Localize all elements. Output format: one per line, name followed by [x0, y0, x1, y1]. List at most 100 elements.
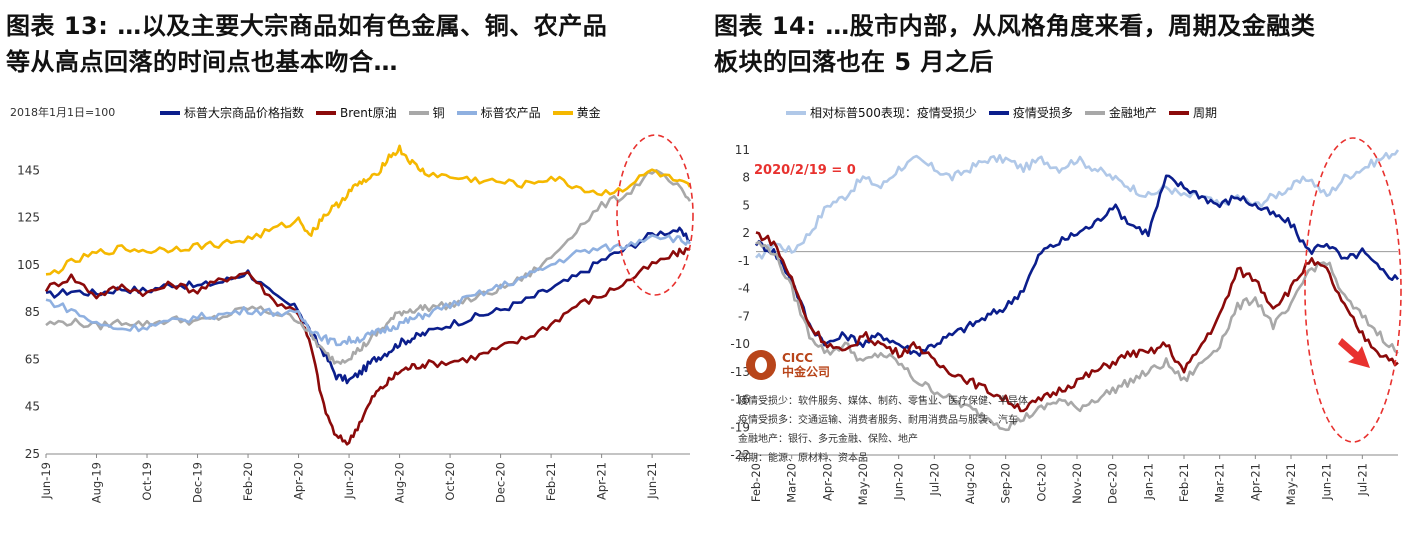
cicc-logo-icon — [746, 350, 776, 380]
right-legend-item-2: 金融地产 — [1084, 104, 1157, 121]
right-series-line-1 — [754, 174, 1400, 357]
left-legend-swatch — [408, 110, 429, 115]
left-series-line-2 — [45, 169, 692, 365]
right-title-line2: 板块的回落也在 5 月之后 — [714, 48, 994, 76]
right-legend-label: 疫情受损多 — [1012, 106, 1073, 120]
left-series-line-4 — [45, 144, 692, 276]
right-y-tick-label: -1 — [738, 254, 750, 268]
left-x-tick-label: Apr-20 — [292, 462, 306, 500]
right-x-tick-label: Mar-21 — [1213, 463, 1227, 503]
right-legend-swatch — [1084, 110, 1105, 115]
right-y-tick-label: -10 — [730, 337, 750, 351]
right-chart-panel: 图表 14: …股市内部，从风格角度来看，周期及金融类 板块的回落也在 5 月之… — [708, 0, 1411, 540]
right-x-tick-label: Apr-20 — [820, 463, 834, 501]
right-y-tick-label: -7 — [738, 309, 750, 323]
cicc-logo-en: CICC — [782, 351, 813, 365]
left-y-tick-label: 145 — [17, 163, 40, 177]
sector-definition-2: 金融地产：银行、多元金融、保险、地产 — [738, 434, 918, 445]
left-y-tick-label: 125 — [17, 211, 40, 225]
right-x-tick-label: Feb-21 — [1177, 463, 1191, 502]
left-legend-label: 黄金 — [576, 106, 601, 120]
right-y-tick-label: -22 — [730, 448, 750, 462]
left-title-line2: 等从高点回落的时间点也基本吻合… — [6, 48, 398, 76]
left-legend-item-3: 标普农产品 — [456, 104, 541, 121]
left-y-tick-label: 65 — [25, 352, 40, 366]
left-chart-svg: 25 45 65 85 105 125 145 Jun-19 Aug-19 Oct-19 Dec-1… — [17, 134, 694, 503]
right-base-annotation: 2020/2/19 = 0 — [754, 163, 856, 178]
left-x-tick-label: Jun-19 — [39, 462, 53, 500]
right-title-line1: 图表 14: …股市内部，从风格角度来看，周期及金融类 — [714, 12, 1316, 40]
right-legend-swatch — [988, 110, 1009, 115]
left-legend: 标普大宗商品价格指数 Brent原油 铜 标普农产品 黄金 — [160, 104, 613, 121]
left-legend-item-4: 黄金 — [552, 104, 601, 121]
left-y-tick-label: 45 — [25, 400, 40, 414]
left-legend-swatch — [160, 110, 180, 115]
right-highlight-ellipse — [1304, 137, 1402, 443]
down-arrow-icon — [1338, 338, 1370, 368]
cicc-logo-text: CICC 中金公司 — [782, 351, 830, 379]
right-y-tick-label: 11 — [735, 143, 750, 157]
right-chart-title: 图表 14: …股市内部，从风格角度来看，周期及金融类 板块的回落也在 5 月之… — [714, 8, 1315, 80]
left-series-line-3 — [45, 234, 692, 347]
right-x-tick-label: Sep-20 — [999, 463, 1013, 503]
right-y-tick-label: 8 — [742, 171, 750, 185]
left-base-note: 2018年1月1日=100 — [10, 106, 116, 119]
left-x-tick-label: Apr-21 — [595, 462, 609, 500]
sector-definition-1: 疫情受损多：交通运输、消费者服务、耐用消费品与服装、汽车 — [738, 415, 1018, 426]
left-chart-panel: 图表 13: …以及主要大宗商品如有色金属、铜、农产品 等从高点回落的时间点也基… — [0, 0, 700, 540]
right-legend-label: 相对标普500表现：疫情受损少 — [810, 106, 977, 120]
right-legend-label: 金融地产 — [1108, 106, 1157, 120]
right-series-line-0 — [755, 149, 1400, 260]
left-legend-swatch — [456, 110, 477, 115]
right-y-tick-label: 5 — [742, 198, 750, 212]
right-x-tick-label: Dec-20 — [1106, 463, 1120, 504]
left-legend-item-0: 标普大宗商品价格指数 — [160, 104, 304, 121]
right-legend-swatch — [786, 110, 806, 115]
left-x-tick-label: Dec-19 — [191, 462, 205, 503]
left-legend-label: Brent原油 — [340, 106, 397, 120]
left-series-line-1 — [44, 247, 691, 446]
right-x-tick-label: Oct-20 — [1034, 463, 1048, 502]
left-chart-title: 图表 13: …以及主要大宗商品如有色金属、铜、农产品 等从高点回落的时间点也基… — [6, 8, 607, 80]
right-legend-item-3: 周期 — [1168, 104, 1217, 121]
left-legend-item-1: Brent原油 — [316, 104, 397, 121]
right-legend-label: 周期 — [1192, 106, 1217, 120]
left-x-tick-label: Feb-21 — [544, 462, 558, 501]
right-legend: 相对标普500表现：疫情受损少 疫情受损多 金融地产 周期 — [786, 104, 1229, 121]
left-legend-label: 标普大宗商品价格指数 — [184, 106, 305, 120]
left-legend-item-2: 铜 — [408, 104, 445, 121]
sector-definition-0: 疫情受损少：软件服务、媒体、制药、零售业、医疗保健、半导体 — [738, 396, 1028, 407]
right-series-line-3 — [755, 231, 1399, 413]
sector-definition-3: 周期：能源、原材料、资本品 — [738, 453, 868, 464]
left-legend-swatch — [552, 110, 573, 115]
right-x-tick-label: May-20 — [856, 463, 870, 505]
left-x-tick-label: Jun-20 — [342, 462, 356, 500]
left-legend-swatch — [316, 110, 337, 115]
left-x-tick-label: Jun-21 — [645, 462, 659, 500]
left-highlight-ellipse — [616, 134, 694, 296]
right-x-tick-label: Jul-21 — [1355, 463, 1369, 497]
right-series-line-2 — [755, 240, 1399, 432]
right-x-tick-label: Jan-21 — [1141, 463, 1155, 501]
left-x-tick-label: Oct-20 — [443, 462, 457, 501]
left-y-tick-label: 105 — [17, 258, 40, 272]
right-x-tick-label: Nov-20 — [1070, 463, 1084, 504]
left-y-tick-label: 25 — [25, 447, 40, 461]
right-y-tick-label: 2 — [742, 226, 750, 240]
right-x-tick-label: Jun-20 — [892, 463, 906, 501]
left-x-tick-label: Dec-20 — [494, 462, 508, 503]
right-x-tick-label: Jul-20 — [927, 463, 941, 497]
left-legend-label: 铜 — [432, 106, 445, 120]
right-x-tick-label: Jun-21 — [1320, 463, 1334, 501]
right-legend-swatch — [1168, 110, 1189, 115]
right-legend-item-0: 相对标普500表现：疫情受损少 — [786, 104, 977, 121]
left-y-tick-label: 85 — [25, 305, 40, 319]
right-x-tick-label: Apr-21 — [1248, 463, 1262, 501]
left-x-tick-label: Feb-20 — [241, 462, 255, 501]
cicc-logo-cn: 中金公司 — [782, 365, 831, 379]
right-y-tick-label: -19 — [730, 420, 750, 434]
cicc-logo: CICC 中金公司 — [746, 350, 830, 380]
left-legend-label: 标普农产品 — [480, 106, 541, 120]
left-x-tick-label: Aug-19 — [90, 462, 104, 503]
